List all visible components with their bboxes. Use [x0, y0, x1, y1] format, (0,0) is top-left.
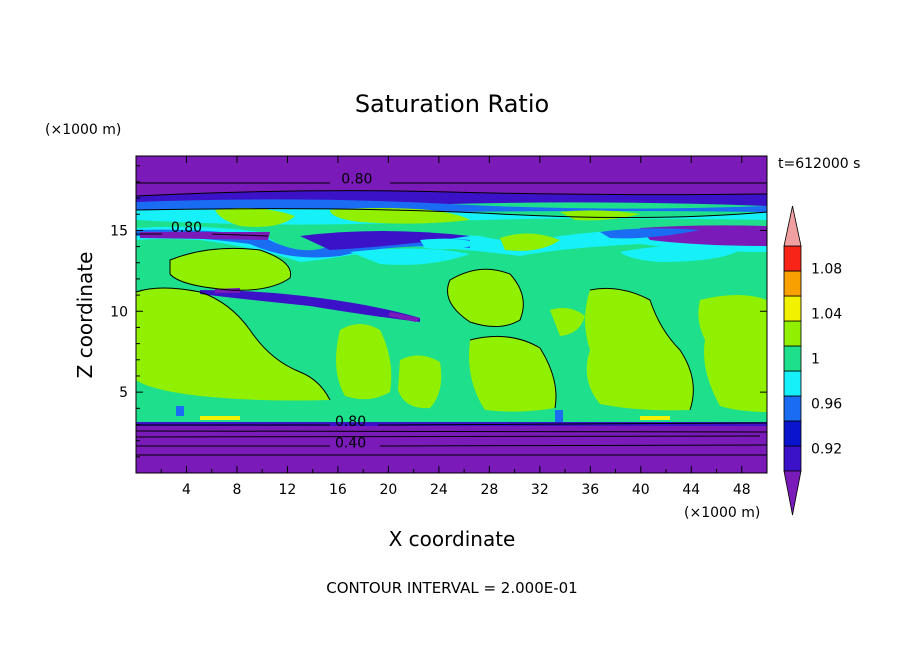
colorbar-segment — [783, 295, 802, 322]
y-tick-label: 15 — [110, 223, 128, 239]
y-unit-label: (×1000 m) — [45, 122, 121, 138]
colorbar-segment — [783, 320, 802, 347]
contour-label: 0.80 — [335, 414, 366, 430]
colorbar-label: 1 — [811, 352, 820, 368]
x-tick-label: 44 — [682, 482, 700, 498]
colorbar-segment — [783, 345, 802, 372]
contour-field — [136, 156, 767, 473]
y-tick-label: 10 — [110, 304, 128, 320]
x-axis: 4 8 12 16 20 24 28 32 36 40 44 48 — [160, 156, 751, 498]
colorbar-lower-arrow — [783, 470, 802, 516]
x-tick-label: 40 — [632, 482, 650, 498]
colorbar-label: 1.08 — [811, 262, 842, 278]
colorbar-upper-arrow — [783, 205, 802, 247]
x-tick-label: 48 — [733, 482, 751, 498]
x-axis-label: X coordinate — [389, 527, 516, 551]
y-axis-label: Z coordinate — [73, 252, 97, 379]
x-tick-label: 24 — [430, 482, 448, 498]
colorbar-label: 0.92 — [811, 442, 842, 458]
colorbar-label: 0.96 — [811, 397, 842, 413]
x-tick-label: 4 — [182, 482, 191, 498]
y-axis: 5 10 15 — [110, 165, 767, 458]
colorbar: 0.92 0.96 1 1.04 1.08 — [783, 205, 842, 516]
x-tick-label: 20 — [379, 482, 397, 498]
contour-labels: 0.80 0.80 0.80 0.40 — [171, 172, 373, 452]
colorbar-segment — [783, 245, 802, 272]
colorbar-segment — [783, 395, 802, 422]
x-tick-label: 16 — [329, 482, 347, 498]
x-tick-label: 8 — [232, 482, 241, 498]
colorbar-label: 1.04 — [811, 307, 842, 323]
x-tick-label: 32 — [531, 482, 549, 498]
colorbar-segment — [783, 270, 802, 297]
contour-label: 0.80 — [171, 220, 202, 236]
contour-lines — [135, 182, 768, 456]
x-tick-label: 28 — [480, 482, 498, 498]
contour-interval-footer: CONTOUR INTERVAL = 2.000E-01 — [326, 579, 577, 597]
chart-title: Saturation Ratio — [355, 90, 549, 118]
contour-label: 0.80 — [341, 172, 372, 188]
x-unit-label: (×1000 m) — [684, 505, 760, 521]
plot-frame — [135, 155, 768, 474]
x-tick-label: 12 — [279, 482, 297, 498]
x-tick-label: 36 — [581, 482, 599, 498]
colorbar-segment — [783, 420, 802, 447]
y-tick-label: 5 — [119, 385, 128, 401]
colorbar-segment — [783, 445, 802, 472]
time-label: t=612000 s — [778, 156, 860, 172]
colorbar-segment — [783, 370, 802, 397]
contour-label: 0.40 — [335, 435, 366, 451]
